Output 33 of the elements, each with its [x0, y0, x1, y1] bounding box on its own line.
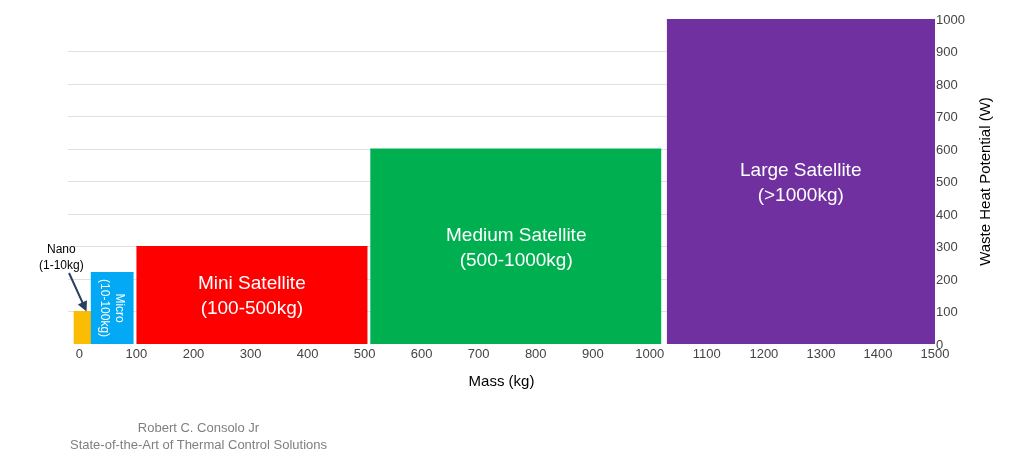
x-tick-label: 600 — [410, 346, 433, 361]
x-tick-label: 1200 — [749, 346, 779, 361]
x-tick-label: 1100 — [692, 346, 721, 361]
series-label: Mini Satellite (100-500kg) — [198, 272, 306, 318]
y-tick-label: 500 — [936, 174, 958, 190]
x-tick-label: 900 — [581, 346, 604, 361]
y-tick-label: 800 — [936, 76, 958, 92]
x-tick-label: 1400 — [863, 346, 893, 361]
y-axis-title: Waste Heat Potential (W) — [975, 97, 993, 266]
y-tick-label: 400 — [936, 206, 958, 222]
x-tick-label: 100 — [125, 346, 148, 361]
y-tick-label: 900 — [936, 44, 958, 60]
x-tick-label: 700 — [467, 346, 490, 361]
series-label: Micro (10-100kg) — [97, 279, 128, 338]
x-tick-label: 200 — [182, 346, 205, 361]
y-tick-label: 600 — [936, 141, 958, 157]
text: Nano (1-10kg) — [39, 242, 84, 272]
x-tick-label: 400 — [296, 346, 319, 361]
text: Robert C. Consolo Jr State-of-the-Art of Thermal Control Solutions — [70, 420, 328, 452]
x-tick-label: 1000 — [635, 346, 665, 361]
x-tick-label: 800 — [524, 346, 547, 361]
x-tick-label: 1300 — [806, 346, 836, 361]
x-tick-label: 500 — [353, 346, 376, 361]
x-axis-title: Mass (kg) — [468, 372, 535, 389]
y-tick-label: 100 — [936, 304, 958, 320]
x-tick-label: 0 — [75, 346, 84, 361]
y-tick-label: 300 — [936, 239, 958, 255]
y-tick-label: 1000 — [936, 11, 965, 27]
series-label: Large Satellite (>1000kg) — [740, 159, 862, 205]
y-tick-label: 700 — [936, 109, 958, 125]
x-tick-label: 300 — [239, 346, 262, 361]
y-tick-label: 200 — [936, 271, 958, 287]
series-label: Medium Satellite (500-1000kg) — [446, 224, 587, 270]
